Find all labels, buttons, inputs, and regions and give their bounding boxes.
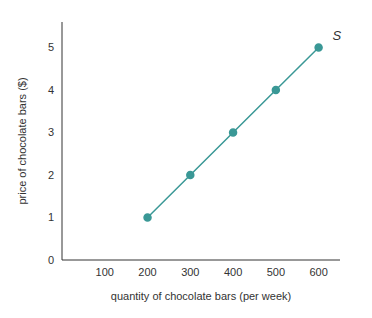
svg-text:400: 400 bbox=[224, 266, 242, 278]
svg-text:200: 200 bbox=[138, 266, 156, 278]
svg-text:600: 600 bbox=[309, 266, 327, 278]
svg-text:300: 300 bbox=[181, 266, 199, 278]
svg-text:500: 500 bbox=[267, 266, 285, 278]
svg-text:2: 2 bbox=[48, 169, 54, 181]
svg-text:quantity of chocolate bars (pe: quantity of chocolate bars (per week) bbox=[111, 290, 291, 302]
svg-text:5: 5 bbox=[48, 41, 54, 53]
svg-text:4: 4 bbox=[48, 84, 54, 96]
svg-text:1: 1 bbox=[48, 211, 54, 223]
svg-text:0: 0 bbox=[48, 254, 54, 266]
svg-text:S: S bbox=[333, 28, 342, 43]
svg-text:price of chocolate bars ($): price of chocolate bars ($) bbox=[16, 77, 28, 204]
svg-text:100: 100 bbox=[96, 266, 114, 278]
svg-text:3: 3 bbox=[48, 126, 54, 138]
